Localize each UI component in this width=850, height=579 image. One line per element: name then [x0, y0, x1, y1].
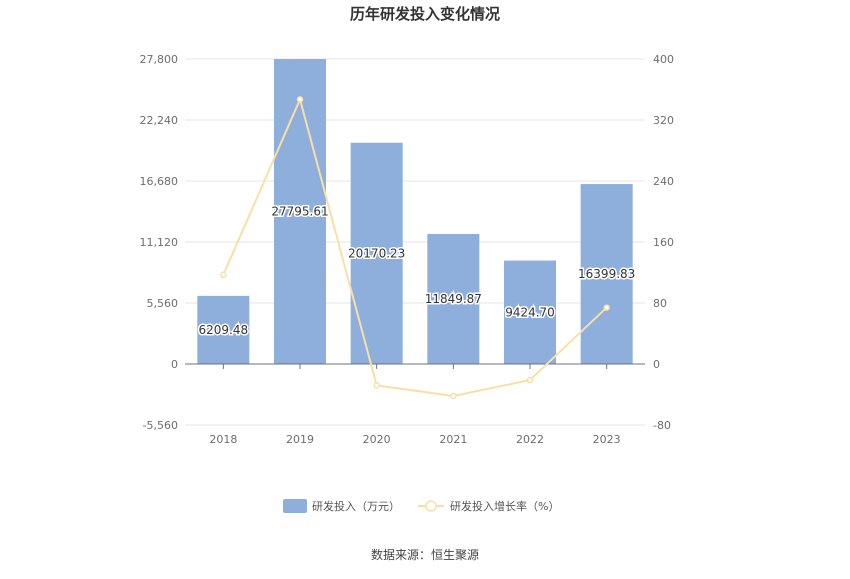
right-tick-label: 160	[653, 236, 674, 249]
line-point-2018[interactable]	[220, 271, 227, 279]
right-y-axis: -80 0 80 160 240 320 400	[653, 53, 674, 432]
x-tick-label: 2020	[363, 433, 391, 446]
right-tick-label: 0	[653, 358, 660, 371]
line-point-2020[interactable]	[373, 382, 380, 389]
data-source: 数据来源：恒生聚源	[371, 547, 479, 562]
line-point-2019[interactable]	[296, 96, 304, 103]
x-tick-label: 2021	[439, 433, 467, 446]
bar-2019[interactable]	[274, 59, 326, 365]
chart-title: 历年研发投入变化情况	[350, 5, 500, 23]
bar-2023[interactable]	[580, 184, 633, 364]
bar-data-labels: 6209.48 27795.61 20170.23 11849.87 9424.70 16…	[197, 203, 637, 338]
right-tick-label: 320	[653, 114, 674, 127]
left-tick-label: 27,800	[140, 53, 179, 66]
left-tick-label: 5,560	[147, 297, 179, 310]
bar-value-label: 20170.23	[348, 246, 405, 260]
x-tick-label: 2023	[593, 433, 621, 446]
line-point-2022[interactable]	[526, 376, 534, 384]
bar-2020[interactable]	[350, 142, 403, 364]
left-tick-label: 11,120	[140, 236, 179, 249]
right-tick-label: 80	[653, 297, 667, 310]
legend-label-line[interactable]: 研发投入增长率（%）	[450, 499, 559, 513]
legend-label-bar[interactable]: 研发投入（万元）	[312, 499, 400, 513]
x-tick-label: 2018	[209, 433, 237, 446]
bar-2021[interactable]	[427, 233, 480, 364]
legend-swatch-bar[interactable]	[283, 499, 307, 513]
bar-value-label: 9424.70	[505, 305, 555, 319]
line-series	[220, 96, 610, 400]
left-tick-label: 0	[171, 358, 178, 371]
left-tick-label: 22,240	[140, 114, 179, 127]
grid-lines	[185, 58, 645, 426]
x-axis-labels: 2018 2019 2020 2021 2022 2023	[209, 433, 620, 446]
line-point-2023[interactable]	[603, 304, 610, 311]
bar-2018[interactable]	[197, 295, 250, 364]
x-axis	[185, 363, 645, 369]
bar-value-label: 6209.48	[199, 323, 249, 337]
right-tick-label: 240	[653, 175, 674, 188]
legend: 研发投入（万元） 研发投入增长率（%）	[283, 499, 559, 513]
line-point-2021[interactable]	[450, 392, 457, 400]
left-tick-label: 16,680	[140, 175, 179, 188]
right-tick-label: 400	[653, 53, 674, 66]
bar-2022[interactable]	[504, 260, 556, 364]
bar-value-label: 16399.83	[578, 267, 635, 281]
x-tick-label: 2019	[286, 433, 314, 446]
x-tick-label: 2022	[516, 433, 544, 446]
legend-swatch-line-marker[interactable]	[425, 500, 437, 512]
bar-series	[197, 59, 633, 365]
left-tick-label: -5,560	[143, 419, 178, 432]
growth-rate-line	[222, 96, 608, 398]
right-tick-label: -80	[653, 419, 671, 432]
bar-value-label: 11849.87	[425, 292, 482, 306]
left-y-axis: -5,560 0 5,560 11,120 16,680 22,240 27,800	[140, 53, 179, 432]
bar-value-label: 27795.61	[271, 205, 328, 219]
